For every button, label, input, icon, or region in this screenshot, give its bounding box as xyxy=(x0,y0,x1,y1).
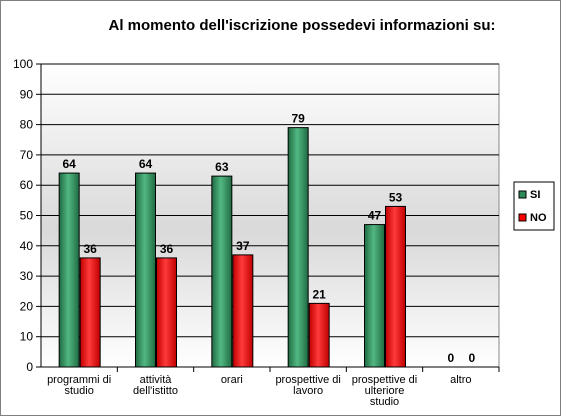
y-tick-label: 0 xyxy=(26,360,33,374)
bar-no xyxy=(156,257,177,368)
bar-no xyxy=(79,257,101,368)
x-tick-label: orari xyxy=(221,374,243,386)
data-label: 21 xyxy=(312,287,326,301)
data-label: 47 xyxy=(368,209,382,223)
legend-label-si: SI xyxy=(530,189,540,201)
y-tick-label: 30 xyxy=(20,269,34,283)
x-tick-label: studio xyxy=(64,385,93,397)
x-tick-label: programmi di xyxy=(47,374,111,386)
data-label: 64 xyxy=(139,157,153,171)
y-tick-label: 80 xyxy=(20,118,34,132)
bar-si xyxy=(58,172,80,368)
data-label: 63 xyxy=(215,160,229,174)
bar-si xyxy=(287,127,309,368)
data-label: 37 xyxy=(236,239,250,253)
y-tick-label: 100 xyxy=(13,57,33,71)
data-label: 53 xyxy=(389,190,403,204)
x-tick-label: prospettive di xyxy=(352,374,417,386)
data-label: 0 xyxy=(447,351,454,365)
data-label: 36 xyxy=(160,242,174,256)
y-tick-label: 20 xyxy=(20,299,34,313)
bar-si xyxy=(364,224,385,368)
legend-swatch-no xyxy=(518,213,527,222)
x-tick-label: dell'istitto xyxy=(133,385,178,397)
bar-no xyxy=(308,302,330,368)
y-tick-label: 50 xyxy=(20,209,34,223)
y-tick-label: 40 xyxy=(20,239,34,253)
x-tick-label: altro xyxy=(450,374,471,386)
x-tick-label: attività xyxy=(140,374,173,386)
data-label: 0 xyxy=(468,351,475,365)
y-tick-label: 60 xyxy=(20,178,34,192)
bar-no xyxy=(232,254,254,368)
bar-si xyxy=(135,172,156,368)
y-tick-label: 90 xyxy=(20,87,34,101)
legend-label-no: NO xyxy=(530,212,547,224)
data-label: 64 xyxy=(62,157,76,171)
bar-si xyxy=(211,175,233,368)
legend-box xyxy=(513,181,555,231)
x-tick-label: lavoro xyxy=(293,385,323,397)
bar-no xyxy=(385,205,406,368)
x-tick-label: prospettive di xyxy=(275,374,340,386)
data-label: 79 xyxy=(291,112,305,126)
chart-title: Al momento dell'iscrizione possedevi inf… xyxy=(109,17,496,34)
legend-swatch-si xyxy=(518,190,527,199)
x-tick-label: ulteriore xyxy=(365,385,405,397)
x-tick-label: studio xyxy=(370,396,399,408)
data-label: 36 xyxy=(83,242,97,256)
y-tick-label: 10 xyxy=(20,330,34,344)
y-tick-label: 70 xyxy=(20,148,34,162)
